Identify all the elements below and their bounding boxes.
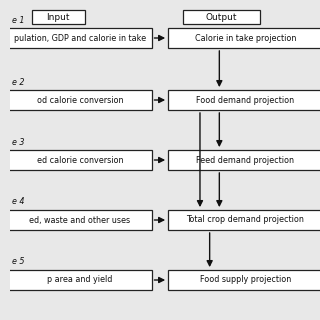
Text: Food supply projection: Food supply projection <box>200 276 291 284</box>
Text: p area and yield: p area and yield <box>47 276 113 284</box>
FancyBboxPatch shape <box>8 150 152 170</box>
Text: e 4: e 4 <box>12 197 25 206</box>
FancyBboxPatch shape <box>168 90 320 110</box>
FancyBboxPatch shape <box>8 270 152 290</box>
FancyBboxPatch shape <box>32 10 85 24</box>
Text: Food demand projection: Food demand projection <box>196 95 294 105</box>
FancyBboxPatch shape <box>8 210 152 230</box>
Text: e 3: e 3 <box>12 138 25 147</box>
Text: ed, waste and other uses: ed, waste and other uses <box>29 215 131 225</box>
Text: Calorie in take projection: Calorie in take projection <box>195 34 296 43</box>
Text: Input: Input <box>46 12 70 21</box>
Text: ed calorie conversion: ed calorie conversion <box>37 156 123 164</box>
Text: Feed demand projection: Feed demand projection <box>196 156 294 164</box>
Text: Total crop demand projection: Total crop demand projection <box>187 215 304 225</box>
FancyBboxPatch shape <box>168 150 320 170</box>
FancyBboxPatch shape <box>168 28 320 48</box>
Text: od calorie conversion: od calorie conversion <box>37 95 123 105</box>
FancyBboxPatch shape <box>8 28 152 48</box>
FancyBboxPatch shape <box>182 10 260 24</box>
Text: Output: Output <box>205 12 237 21</box>
FancyBboxPatch shape <box>168 270 320 290</box>
Text: e 1: e 1 <box>12 15 25 25</box>
Text: pulation, GDP and calorie in take: pulation, GDP and calorie in take <box>14 34 146 43</box>
Text: e 2: e 2 <box>12 77 25 86</box>
FancyBboxPatch shape <box>168 210 320 230</box>
Text: e 5: e 5 <box>12 258 25 267</box>
FancyBboxPatch shape <box>8 90 152 110</box>
